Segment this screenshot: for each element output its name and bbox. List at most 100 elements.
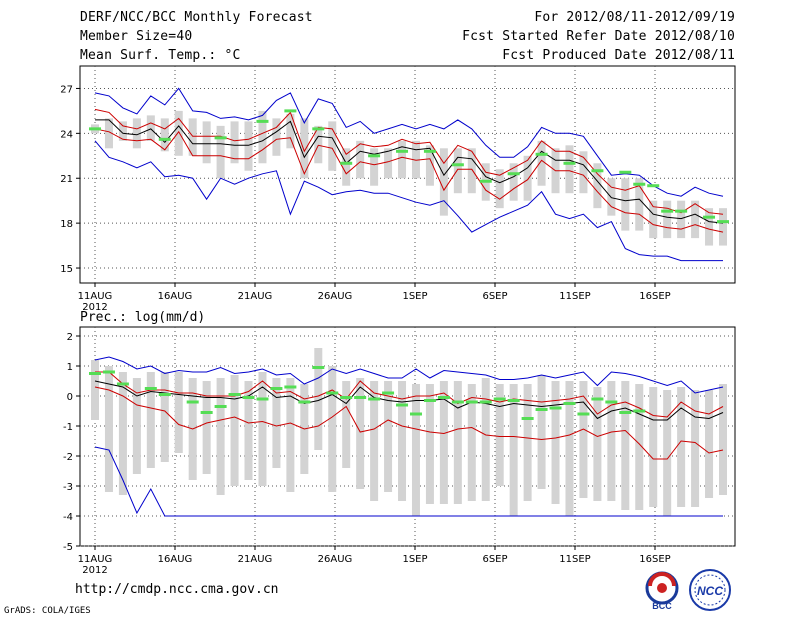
temp-ytick-label: 15 — [60, 264, 73, 275]
temperature-label: Mean Surf. Temp.: °C — [80, 48, 241, 63]
temp-marker — [619, 170, 632, 174]
temp-marker — [284, 109, 297, 113]
temp-xtick-label: 26AUG — [318, 291, 353, 302]
prec-lower-spread-line — [94, 386, 724, 460]
temp-min-line — [94, 140, 723, 262]
prec-xtick-label: 11AUG — [78, 554, 113, 565]
prec-member-box — [425, 384, 434, 504]
prec-member-box — [677, 387, 686, 507]
prec-marker — [605, 400, 618, 404]
prec-marker — [144, 387, 157, 390]
prec-member-box — [705, 390, 714, 498]
temp-marker — [340, 161, 353, 165]
temp-marker — [703, 215, 716, 219]
produced-date: Fcst Produced Date 2012/08/11 — [502, 48, 735, 63]
prec-member-box — [258, 372, 267, 486]
temp-member-box — [621, 178, 630, 231]
prec-year-label: 2012 — [82, 565, 107, 576]
prec-member-box — [495, 384, 504, 486]
prec-marker — [437, 396, 450, 399]
prec-ytick-label: -4 — [63, 512, 73, 523]
temp-member-box — [537, 140, 546, 186]
temp-member-box — [244, 121, 253, 171]
temp-xtick-label: 11SEP — [559, 291, 590, 302]
temp-member-box — [495, 169, 504, 209]
prec-marker — [242, 396, 255, 399]
temp-ytick-label: 27 — [60, 84, 73, 95]
temp-xtick-label: 11AUG — [78, 291, 113, 302]
prec-marker — [521, 417, 534, 420]
member-size: Member Size=40 — [80, 29, 193, 44]
prec-ytick-label: 1 — [67, 362, 73, 373]
temp-marker — [647, 184, 660, 188]
prec-member-box — [230, 375, 239, 486]
temp-member-box — [300, 118, 309, 179]
temp-marker — [661, 209, 674, 213]
prec-member-box — [370, 381, 379, 501]
prec-marker — [577, 412, 590, 416]
temp-member-box — [411, 140, 420, 179]
prec-xtick-label: 11SEP — [559, 554, 590, 565]
temp-member-box — [663, 200, 672, 239]
temp-member-box — [677, 200, 686, 239]
prec-member-box — [439, 381, 448, 504]
prec-member-box — [607, 381, 616, 501]
temp-xtick-label: 16AUG — [158, 291, 193, 302]
prec-member-box — [132, 378, 141, 474]
prec-member-box — [160, 372, 169, 462]
prec-marker — [270, 387, 283, 390]
grads-credit: GrADS: COLA/IGES — [4, 606, 91, 616]
temp-member-box — [272, 118, 281, 156]
temp-member-box — [439, 148, 448, 216]
temp-ensemble-mean-line — [95, 119, 724, 224]
temp-ytick-label: 18 — [60, 219, 73, 230]
prec-member-box — [342, 381, 351, 468]
temp-member-box — [719, 208, 727, 246]
temp-member-box — [160, 118, 169, 152]
temp-member-box — [425, 145, 434, 186]
temp-xtick-label: 16SEP — [639, 291, 670, 302]
prec-frame — [79, 326, 736, 547]
temp-member-box — [467, 148, 476, 194]
prec-min-line — [94, 446, 723, 517]
temp-marker — [256, 119, 269, 123]
temp-member-box — [132, 118, 141, 149]
prec-member-box — [649, 387, 658, 507]
temp-marker — [89, 127, 101, 131]
bcc-logo-text: BCC — [652, 601, 672, 611]
prec-marker — [284, 385, 297, 389]
prec-member-box — [216, 378, 225, 495]
prec-ytick-label: 0 — [67, 392, 73, 403]
prec-ytick-label: -2 — [63, 452, 73, 463]
prec-member-box — [398, 381, 407, 501]
source-url[interactable]: http://cmdp.ncc.cma.gov.cn — [75, 582, 279, 597]
temp-marker — [396, 149, 409, 153]
temp-xtick-label: 6SEP — [482, 291, 507, 302]
temp-member-box — [146, 115, 155, 141]
prec-marker — [493, 397, 506, 401]
temp-member-box — [593, 163, 602, 209]
prec-member-box — [621, 381, 630, 510]
temp-xtick-label: 21AUG — [238, 291, 273, 302]
bcc-logo: BCC — [645, 571, 679, 611]
temp-member-box — [565, 145, 574, 194]
temp-member-box — [230, 121, 239, 164]
prec-marker — [298, 400, 311, 404]
prec-marker — [116, 382, 129, 386]
refer-date: Fcst Started Refer Date 2012/08/10 — [462, 29, 735, 44]
prec-member-box — [481, 378, 490, 501]
prec-xtick-label: 21AUG — [238, 554, 273, 565]
prec-xtick-label: 16SEP — [639, 554, 670, 565]
prec-member-box — [467, 384, 476, 501]
temp-member-box — [328, 121, 337, 171]
prec-member-box — [663, 390, 672, 516]
temp-marker — [563, 161, 576, 165]
temp-member-box — [286, 113, 295, 149]
temp-member-box — [579, 151, 588, 194]
prec-marker — [619, 411, 632, 414]
prec-marker — [102, 370, 115, 374]
prec-marker — [465, 400, 478, 404]
temp-member-box — [356, 140, 365, 179]
temp-member-box — [705, 208, 714, 246]
temp-ytick-label: 21 — [60, 174, 73, 185]
